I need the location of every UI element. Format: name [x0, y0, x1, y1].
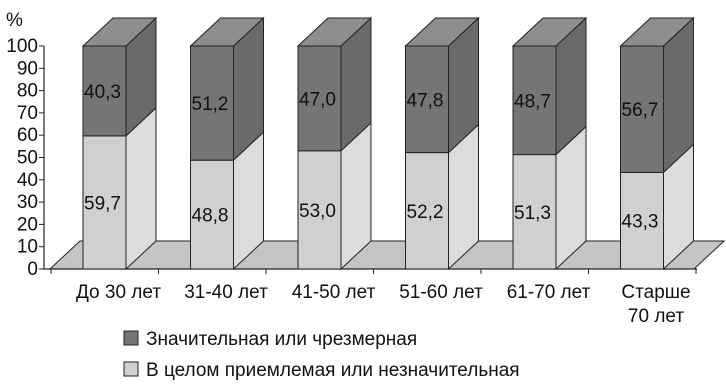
y-axis-unit-label: %	[6, 10, 23, 31]
y-tick-label: 70	[17, 103, 38, 124]
bar-segment	[296, 16, 373, 152]
bar-top	[296, 17, 373, 47]
x-category-label: Старше	[621, 282, 690, 303]
data-label: 52,2	[407, 202, 444, 223]
bar-top	[81, 17, 158, 47]
x-category-label: 61-70 лет	[507, 282, 591, 303]
legend-item: Значительная или чрезмерная	[123, 329, 417, 350]
bar-segment	[81, 16, 158, 138]
y-tick-label: 10	[17, 237, 38, 258]
bar-segment	[620, 143, 694, 271]
bar-front	[512, 154, 557, 270]
bar-segment	[512, 125, 587, 271]
data-label: 53,0	[299, 201, 336, 222]
data-label: 51,2	[192, 94, 229, 115]
y-tick-label: 80	[17, 81, 38, 102]
bar-front	[297, 45, 342, 152]
y-tick-label: 100	[6, 36, 38, 57]
bar-top	[619, 17, 695, 47]
bar-segment	[190, 131, 264, 271]
bar-front	[620, 171, 664, 270]
bar-front	[405, 45, 449, 154]
bar-front	[82, 135, 127, 270]
data-label: 40,3	[84, 82, 121, 103]
data-label: 48,8	[192, 206, 229, 227]
bar-segment	[404, 16, 480, 154]
data-label: 47,8	[407, 90, 444, 111]
legend-swatch	[123, 330, 139, 346]
bar-segment	[82, 106, 157, 271]
data-label: 47,0	[299, 89, 336, 110]
y-tick-label: 20	[17, 214, 38, 235]
bar-front	[512, 45, 557, 156]
y-tick-label: 30	[17, 192, 38, 213]
bar-top	[189, 17, 265, 47]
bar-segment	[189, 16, 265, 162]
data-label: 51,3	[514, 203, 551, 224]
x-category-label: 41-50 лет	[292, 282, 376, 303]
y-tick-label: 40	[17, 170, 38, 191]
legend-swatch	[123, 361, 139, 377]
legend-label: Значительная или чрезмерная	[146, 329, 417, 350]
y-tick-label: 60	[17, 125, 38, 146]
data-label: 43,3	[622, 212, 659, 233]
x-category-label: 70 лет	[628, 306, 684, 327]
bar-segment	[297, 121, 372, 271]
data-label: 48,7	[514, 91, 551, 112]
y-tick-label: 90	[17, 58, 38, 79]
bar-top	[511, 17, 588, 47]
legend-label: В целом приемлемая или незначительная	[146, 360, 520, 381]
data-label: 59,7	[84, 193, 121, 214]
x-category-label: До 30 лет	[76, 282, 161, 303]
y-tick-label: 50	[17, 148, 38, 169]
legend-item: В целом приемлемая или незначительная	[123, 360, 520, 381]
bar-segment	[511, 16, 588, 156]
bar-top	[404, 17, 480, 47]
bar-segment	[619, 16, 695, 174]
y-tick-label: 0	[27, 259, 38, 280]
data-label: 56,7	[622, 100, 659, 121]
bar-front	[297, 150, 342, 270]
bar-front	[190, 45, 234, 161]
x-category-label: 51-60 лет	[399, 282, 483, 303]
bar-front	[190, 159, 234, 270]
x-category-label: 31-40 лет	[184, 282, 268, 303]
